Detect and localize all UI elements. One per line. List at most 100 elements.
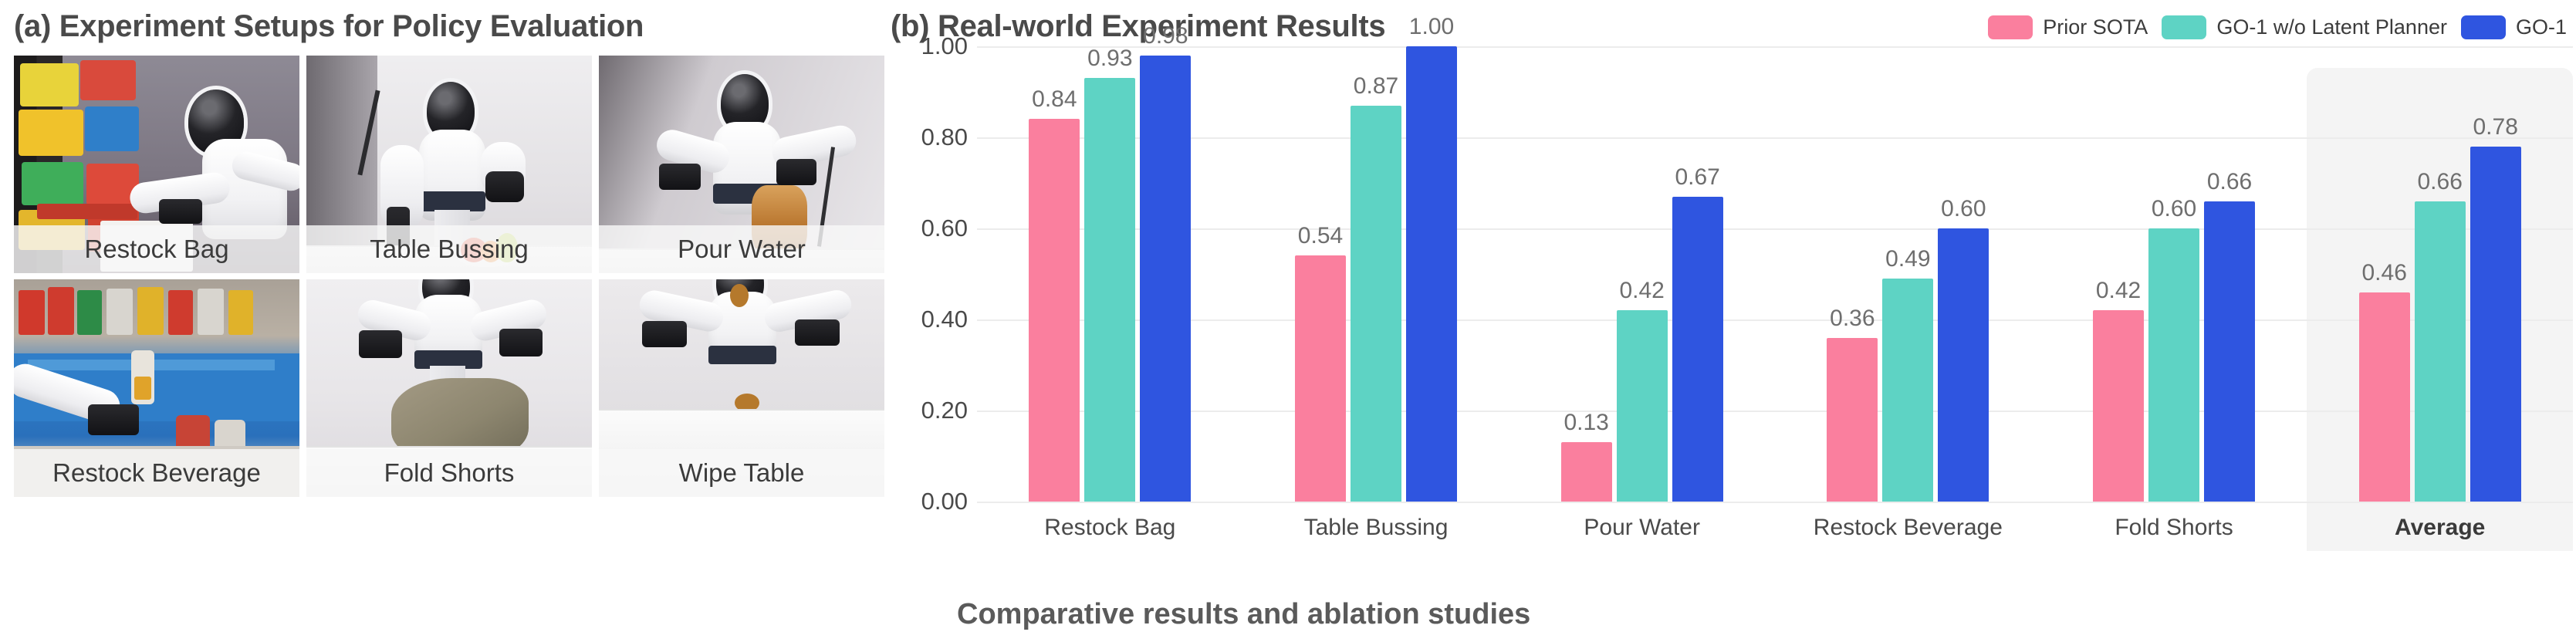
photo-pour-water: Pour Water bbox=[599, 56, 884, 273]
y-tick-label: 0.60 bbox=[921, 215, 968, 242]
bar-slot: 0.36 bbox=[1827, 46, 1878, 502]
bar-value-label: 0.60 bbox=[1941, 196, 1986, 221]
bar-value-label: 0.84 bbox=[1032, 86, 1077, 113]
bar-slot: 0.49 bbox=[1882, 46, 1934, 502]
bar[interactable] bbox=[2358, 292, 2410, 502]
gridline bbox=[977, 411, 2573, 412]
photo-restock-bag: Restock Bag bbox=[14, 56, 299, 273]
bar-slot: 0.46 bbox=[2358, 46, 2410, 502]
legend-swatch bbox=[1988, 15, 2033, 39]
x-tick-label: Restock Beverage bbox=[1813, 515, 2003, 540]
gridline bbox=[977, 228, 2573, 230]
y-tick-label: 0.40 bbox=[921, 306, 968, 333]
bar-slot: 0.66 bbox=[2204, 46, 2256, 502]
photo-caption: Pour Water bbox=[599, 225, 884, 273]
chart-legend: Prior SOTA GO-1 w/o Latent Planner GO-1 bbox=[1988, 15, 2567, 39]
bar-value-label: 0.60 bbox=[2151, 196, 2197, 221]
legend-label: Prior SOTA bbox=[2043, 15, 2148, 39]
photo-caption: Table Bussing bbox=[306, 225, 592, 273]
bar-value-label: 0.78 bbox=[2473, 113, 2518, 140]
experiment-photo-grid: Restock Bag bbox=[14, 56, 884, 497]
bar[interactable] bbox=[2148, 228, 2200, 502]
gridline bbox=[977, 137, 2573, 139]
gridline bbox=[977, 319, 2573, 321]
bar-value-label: 0.87 bbox=[1353, 73, 1399, 99]
bar[interactable] bbox=[1406, 46, 1457, 502]
bar-slot: 0.93 bbox=[1084, 46, 1136, 502]
bar-group: 0.84 0.93 0.98 bbox=[977, 23, 1243, 502]
bar[interactable] bbox=[1882, 278, 1934, 502]
bar-value-label: 0.42 bbox=[2095, 278, 2142, 304]
bar[interactable] bbox=[2470, 146, 2521, 502]
y-axis-tick-labels: 1.00 0.80 0.60 0.40 0.20 0.00 bbox=[891, 32, 977, 515]
bar-value-label: 0.42 bbox=[1619, 278, 1665, 304]
y-tick-label: 0.20 bbox=[921, 397, 968, 424]
bar[interactable] bbox=[2414, 201, 2466, 502]
bar-value-label: 0.66 bbox=[2417, 168, 2463, 194]
x-axis-tick-labels: Restock Bag Table Bussing Pour Water Restoc… bbox=[977, 506, 2573, 549]
bar-value-label: 0.36 bbox=[1830, 305, 1875, 331]
legend-swatch bbox=[2162, 15, 2207, 39]
legend-label: GO-1 w/o Latent Planner bbox=[2216, 15, 2447, 39]
bar-slot: 0.42 bbox=[1616, 46, 1668, 502]
x-tick-label: Average bbox=[2395, 515, 2486, 540]
legend-swatch bbox=[2460, 15, 2506, 39]
photo-table-bussing: Table Bussing bbox=[306, 56, 592, 273]
bar-slot: 0.54 bbox=[1295, 46, 1346, 502]
bar-value-label: 0.46 bbox=[2361, 259, 2407, 286]
x-tick-label: Pour Water bbox=[1584, 515, 1700, 540]
photo-caption: Restock Beverage bbox=[14, 449, 299, 497]
x-tick-label: Fold Shorts bbox=[2115, 515, 2233, 540]
bar-slot: 0.98 bbox=[1140, 23, 1192, 502]
photo-caption: Fold Shorts bbox=[306, 449, 592, 497]
panel-experiment-setups: (a) Experiment Setups for Policy Evaluat… bbox=[0, 0, 884, 642]
bar-value-label: 0.66 bbox=[2206, 168, 2253, 194]
bar[interactable] bbox=[1827, 337, 1878, 502]
bar-value-label: 0.49 bbox=[1885, 245, 1931, 272]
panel-a-title: (a) Experiment Setups for Policy Evaluat… bbox=[14, 9, 644, 43]
y-tick-label: 0.80 bbox=[921, 123, 968, 150]
bar[interactable] bbox=[1084, 78, 1136, 502]
photo-restock-beverage: Restock Beverage bbox=[14, 279, 299, 497]
x-tick-label: Restock Bag bbox=[1044, 515, 1176, 540]
bar-slot: 0.84 bbox=[1029, 46, 1080, 502]
bar[interactable] bbox=[1295, 255, 1346, 502]
y-tick-label: 0.00 bbox=[921, 488, 968, 515]
bar[interactable] bbox=[1938, 228, 1989, 502]
legend-label: GO-1 bbox=[2515, 15, 2567, 39]
bar[interactable] bbox=[1672, 196, 1723, 502]
plot-area: 0.84 0.93 0.98 0.54 0.87 1.00 0.13 0.42 0.67 0.36… bbox=[977, 14, 2573, 551]
bar-value-label: 0.13 bbox=[1564, 410, 1609, 436]
panel-b-title: (b) Real-world Experiment Results bbox=[891, 9, 1386, 43]
bar-slot: 1.00 bbox=[1406, 14, 1457, 502]
bar-slot: 0.60 bbox=[2148, 46, 2200, 502]
x-tick-label: Table Bussing bbox=[1303, 515, 1449, 540]
bar[interactable] bbox=[1351, 105, 1401, 502]
bar[interactable] bbox=[1616, 310, 1668, 502]
photo-fold-shorts: Fold Shorts bbox=[306, 279, 592, 497]
bar-group: 0.46 0.66 0.78 bbox=[2307, 46, 2573, 502]
figure-caption: Comparative results and ablation studies bbox=[957, 598, 1531, 630]
panel-experiment-results: (b) Real-world Experiment Results Prior … bbox=[880, 0, 2576, 642]
bar[interactable] bbox=[1560, 442, 1612, 502]
bar-group: 0.54 0.87 1.00 bbox=[1243, 14, 1509, 502]
bar[interactable] bbox=[2093, 310, 2145, 502]
bar-slot: 0.66 bbox=[2414, 46, 2466, 502]
bar[interactable] bbox=[2204, 201, 2256, 502]
legend-item[interactable]: GO-1 w/o Latent Planner bbox=[2162, 15, 2447, 39]
legend-item[interactable]: GO-1 bbox=[2460, 15, 2567, 39]
legend-item[interactable]: Prior SOTA bbox=[1988, 15, 2148, 39]
bar-slot: 0.42 bbox=[2093, 46, 2145, 502]
bar[interactable] bbox=[1029, 119, 1080, 502]
bar-slot: 0.67 bbox=[1672, 46, 1723, 502]
bar-group: 0.42 0.60 0.66 bbox=[2041, 46, 2307, 502]
bar-value-label: 0.54 bbox=[1297, 223, 1344, 249]
gridline bbox=[977, 502, 2573, 503]
bar-chart: 1.00 0.80 0.60 0.40 0.20 0.00 0.84 0.93 0.98 0.5… bbox=[891, 14, 2573, 556]
gridline bbox=[977, 46, 2573, 48]
bar-groups: 0.84 0.93 0.98 0.54 0.87 1.00 0.13 0.42 0.67 0.36… bbox=[977, 14, 2573, 502]
bar-value-label: 0.98 bbox=[1143, 22, 1188, 49]
bar[interactable] bbox=[1140, 55, 1192, 502]
photo-wipe-table: Wipe Table bbox=[599, 279, 884, 497]
